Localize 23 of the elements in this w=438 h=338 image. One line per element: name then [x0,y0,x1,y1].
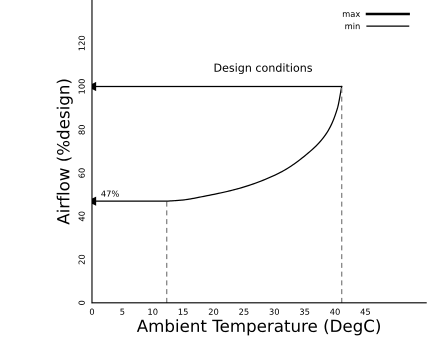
y-tick-label: 20 [78,254,85,264]
x-tick-label: 0 [90,308,94,315]
x-tick-label: 15 [178,308,188,315]
x-tick-label: 35 [300,308,310,315]
y-tick-label: 0 [78,300,85,305]
x-tick-label: 10 [148,308,158,315]
legend-label: min [345,22,360,30]
y-tick-label: 60 [78,168,85,178]
x-axis-title: Ambient Temperature (DegC) [136,319,380,336]
y-tick-label: 40 [78,212,85,222]
legend-label: max [342,12,360,17]
x-tick-label: 20 [208,308,218,315]
y-tick-label: 100 [78,79,85,94]
y-tick-label: 120 [78,36,85,50]
y-tick-label: 80 [78,125,85,135]
x-tick-label: 30 [270,308,280,315]
x-tick-label: 45 [360,308,370,315]
x-tick-label: 40 [330,308,340,315]
x-tick-label: 5 [120,308,124,315]
x-tick-label: 25 [239,308,248,315]
y-axis-title: Airflow (%design) [56,80,73,225]
annotation: 47% [101,190,119,197]
annotation: Design conditions [214,63,312,74]
